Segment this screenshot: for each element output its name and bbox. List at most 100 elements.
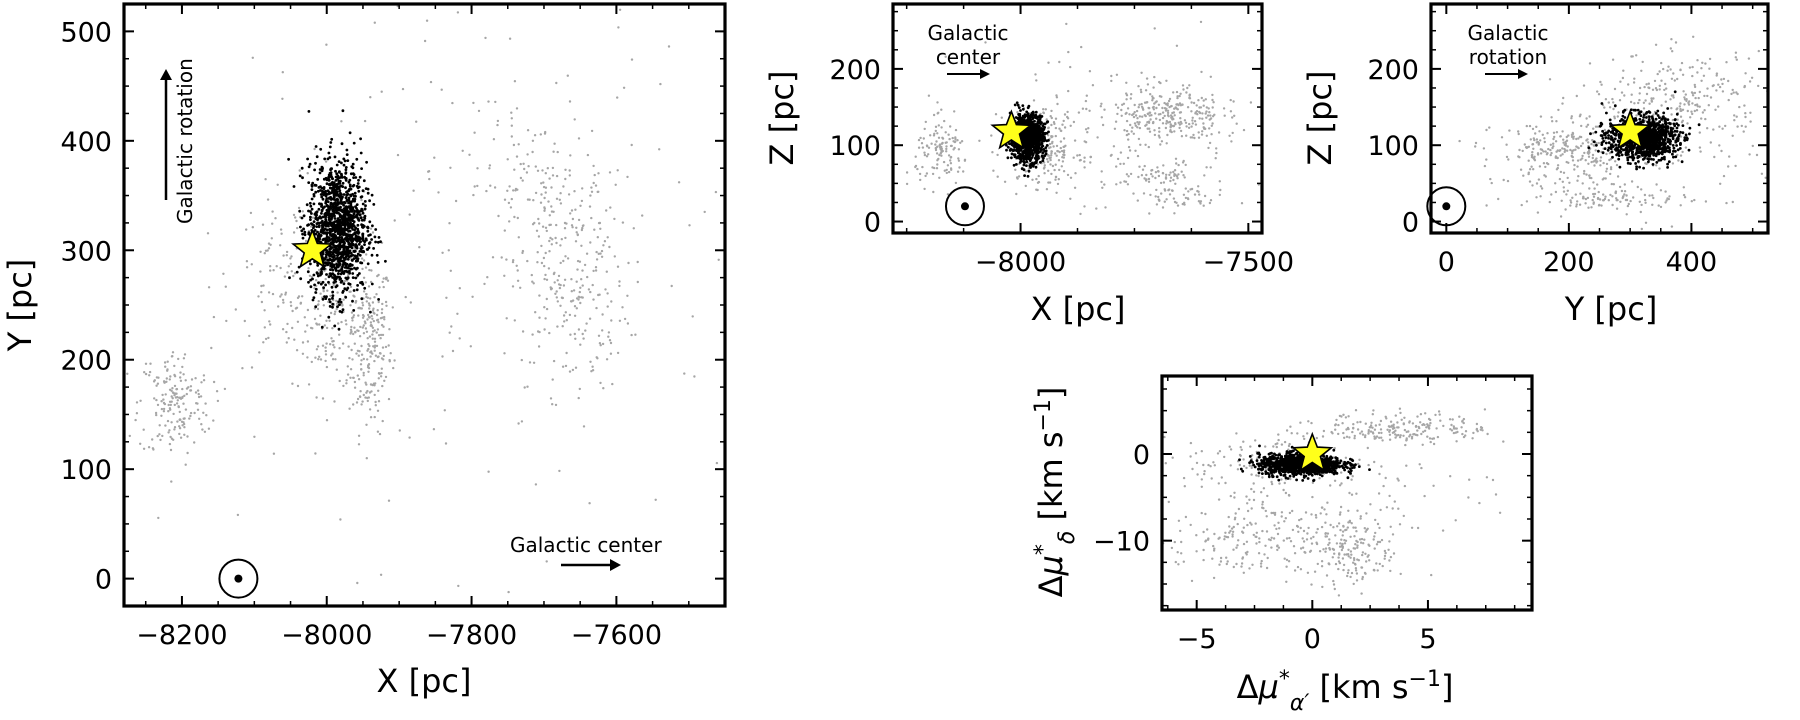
neighbor-point xyxy=(1054,126,1058,130)
neighbor-point xyxy=(560,296,564,299)
neighbor-point xyxy=(954,128,958,132)
neighbor-point xyxy=(1160,192,1163,195)
sun-icon xyxy=(944,186,985,227)
neighbor-point xyxy=(586,275,589,279)
neighbor-point xyxy=(155,413,158,417)
neighbor-point xyxy=(332,283,335,287)
member-point xyxy=(315,225,319,229)
neighbor-point xyxy=(1050,154,1053,157)
neighbor-point xyxy=(688,224,691,227)
neighbor-point xyxy=(336,302,339,305)
neighbor-point xyxy=(1069,176,1073,179)
neighbor-point xyxy=(1505,155,1509,159)
neighbor-point xyxy=(630,58,634,61)
member-point xyxy=(308,201,312,205)
neighbor-point xyxy=(263,326,266,329)
neighbor-point xyxy=(333,346,336,349)
neighbor-point xyxy=(1683,98,1687,101)
neighbor-point xyxy=(1074,172,1077,175)
neighbor-point xyxy=(543,209,546,212)
neighbor-point xyxy=(717,258,720,261)
neighbor-point xyxy=(1066,173,1070,177)
member-point xyxy=(328,191,332,195)
neighbor-point xyxy=(377,372,381,375)
neighbor-point xyxy=(143,371,146,374)
neighbor-point xyxy=(609,206,612,209)
neighbor-point xyxy=(516,279,520,282)
neighbor-point xyxy=(282,254,285,257)
neighbor-point xyxy=(594,184,598,187)
neighbor-point xyxy=(918,172,922,176)
neighbor-point xyxy=(162,407,166,411)
member-point xyxy=(1008,149,1012,152)
member-point xyxy=(307,110,311,113)
neighbor-point xyxy=(1153,27,1156,30)
member-point xyxy=(305,203,309,207)
neighbor-point xyxy=(693,375,696,378)
member-point xyxy=(341,265,344,269)
neighbor-point xyxy=(1048,157,1051,160)
member-point xyxy=(349,194,353,198)
neighbor-point xyxy=(1184,187,1188,190)
member-point xyxy=(1036,133,1040,137)
neighbor-point xyxy=(1707,104,1711,107)
neighbor-point xyxy=(301,210,304,213)
neighbor-point xyxy=(369,355,372,358)
neighbor-point xyxy=(1144,143,1147,146)
neighbor-point xyxy=(335,307,338,311)
neighbor-point xyxy=(554,236,557,240)
neighbor-point xyxy=(1671,50,1674,53)
neighbor-point xyxy=(949,144,953,148)
member-point xyxy=(1025,164,1028,168)
neighbor-point xyxy=(1655,88,1659,92)
member-point xyxy=(334,235,337,239)
member-point xyxy=(358,236,362,240)
neighbor-point xyxy=(513,80,517,83)
neighbor-point xyxy=(1101,123,1105,127)
neighbor-point xyxy=(164,393,167,396)
neighbor-point xyxy=(538,294,541,297)
neighbor-point xyxy=(1066,115,1069,119)
neighbor-point xyxy=(1073,186,1077,189)
neighbor-point xyxy=(144,362,148,365)
neighbor-point xyxy=(547,267,551,270)
neighbor-point xyxy=(339,518,342,521)
neighbor-point xyxy=(544,186,548,189)
neighbor-point xyxy=(578,290,581,294)
member-point xyxy=(1043,149,1046,153)
neighbor-point xyxy=(370,269,373,272)
member-point xyxy=(329,268,332,271)
neighbor-point xyxy=(934,148,938,152)
neighbor-point xyxy=(1091,84,1095,87)
neighbor-point xyxy=(1152,86,1155,89)
member-point xyxy=(310,207,314,211)
member-point xyxy=(1041,159,1045,163)
neighbor-point xyxy=(360,403,363,406)
neighbor-point xyxy=(345,379,348,382)
neighbor-point xyxy=(548,250,551,253)
neighbor-point xyxy=(468,153,471,156)
neighbor-point xyxy=(1172,170,1175,174)
neighbor-point xyxy=(1089,161,1092,164)
neighbor-point xyxy=(373,21,376,24)
neighbor-point xyxy=(353,386,357,389)
neighbor-point xyxy=(1720,78,1723,81)
neighbor-point xyxy=(1134,114,1138,117)
neighbor-point xyxy=(591,365,594,368)
member-point xyxy=(315,155,319,159)
neighbor-point xyxy=(1722,77,1726,81)
neighbor-point xyxy=(1696,71,1699,74)
neighbor-point xyxy=(602,387,605,390)
neighbor-point xyxy=(318,355,321,358)
member-point xyxy=(345,228,349,231)
member-point xyxy=(1017,106,1021,109)
neighbor-point xyxy=(553,281,556,284)
neighbor-point xyxy=(178,410,181,414)
neighbor-point xyxy=(1061,156,1064,159)
neighbor-point xyxy=(363,119,367,123)
member-point xyxy=(346,159,350,163)
neighbor-point xyxy=(190,378,194,381)
neighbor-point xyxy=(503,274,506,277)
neighbor-point xyxy=(1670,107,1673,110)
member-point xyxy=(347,251,351,255)
